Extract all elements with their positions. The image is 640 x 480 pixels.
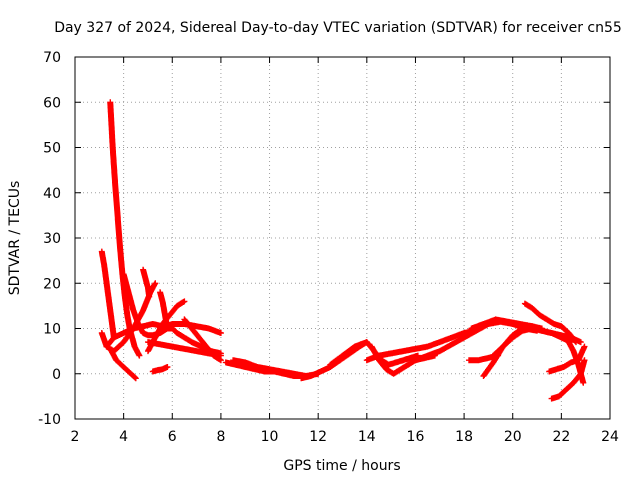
x-tick-label: 4	[119, 429, 128, 445]
x-tick-label: 24	[601, 429, 619, 445]
series-arc-24	[480, 323, 575, 379]
y-tick-label: 20	[43, 276, 61, 292]
y-tick-label: 0	[52, 367, 61, 383]
data-point-markers	[521, 300, 579, 346]
data-point-markers	[103, 321, 166, 350]
x-tick-label: 12	[309, 429, 327, 445]
series-arc-8	[149, 364, 171, 375]
x-tick-label: 18	[455, 429, 473, 445]
data-point-markers	[157, 321, 224, 336]
data-point-markers	[480, 323, 575, 379]
chart-title: Day 327 of 2024, Sidereal Day-to-day VTE…	[54, 20, 622, 36]
series-arc-5	[108, 348, 139, 382]
x-tick-label: 2	[71, 429, 80, 445]
series-arc-2	[98, 248, 117, 341]
series-arc-25	[521, 300, 579, 346]
x-tick-label: 14	[358, 429, 376, 445]
y-tick-label: 10	[43, 322, 61, 338]
data-point-markers	[140, 266, 153, 300]
x-tick-label: 16	[407, 429, 425, 445]
series-arc-28	[565, 339, 587, 386]
y-tick-label: 70	[43, 50, 61, 66]
y-tick-label: 30	[43, 231, 61, 247]
x-tick-label: 10	[261, 429, 279, 445]
series-arc-4	[140, 266, 153, 300]
x-axis-label: GPS time / hours	[283, 458, 400, 474]
x-tick-label: 22	[552, 429, 570, 445]
y-tick-label: 40	[43, 186, 61, 202]
data-points	[98, 99, 588, 402]
data-point-markers	[363, 327, 477, 364]
data-point-markers	[149, 364, 171, 375]
x-tick-label: 6	[168, 429, 177, 445]
series-arc-19	[363, 327, 477, 364]
grid	[75, 57, 610, 419]
x-tick-label: 8	[216, 429, 225, 445]
data-point-markers	[98, 248, 117, 341]
x-tick-label: 20	[504, 429, 522, 445]
series-arc-7	[103, 321, 166, 350]
y-tick-label: 50	[43, 141, 61, 157]
data-point-markers	[565, 339, 587, 386]
series-arc-13	[157, 321, 224, 336]
y-tick-label: -10	[38, 412, 61, 428]
data-point-markers	[108, 348, 139, 382]
y-tick-label: 60	[43, 95, 61, 111]
y-axis-label: SDTVAR / TECUs	[7, 181, 23, 296]
